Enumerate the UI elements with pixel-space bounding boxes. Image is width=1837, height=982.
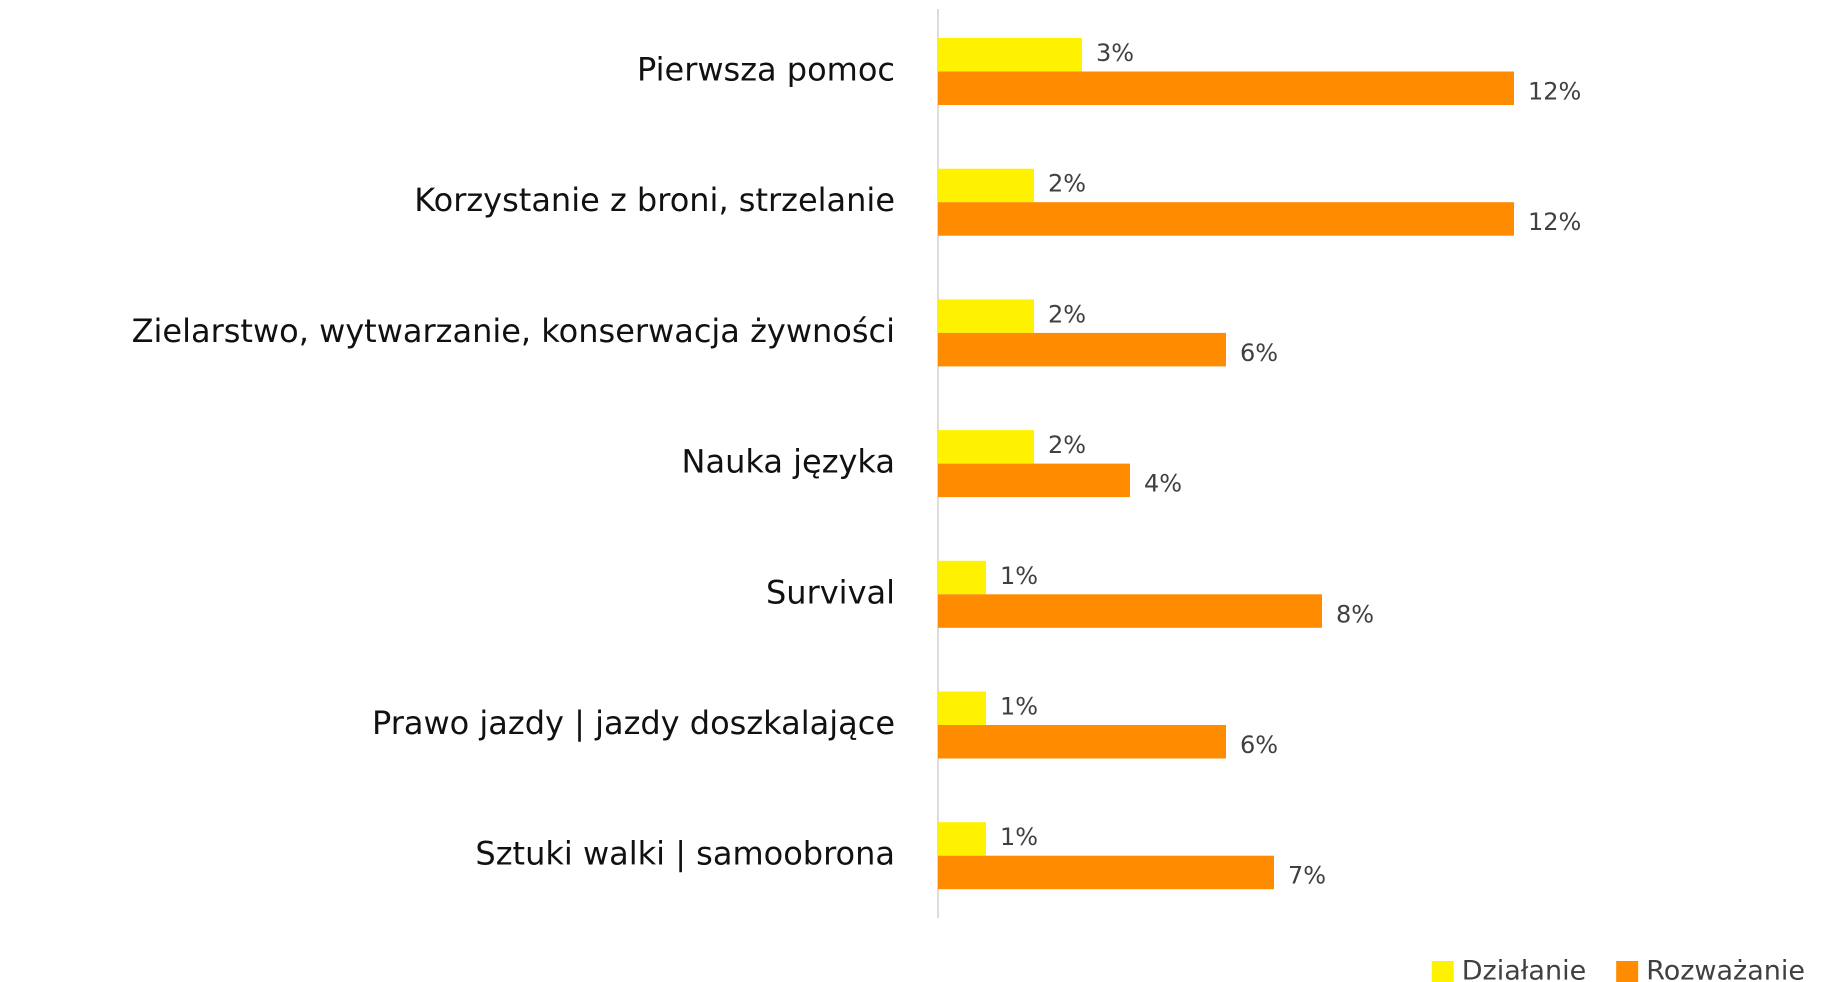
value-label: 12% bbox=[1528, 208, 1581, 236]
category-label: Pierwsza pomoc bbox=[637, 51, 895, 89]
value-label: 1% bbox=[1000, 823, 1038, 851]
bar bbox=[938, 594, 1322, 628]
value-label: 1% bbox=[1000, 562, 1038, 590]
bar bbox=[938, 855, 1274, 890]
category-label: Korzystanie z broni, strzelanie bbox=[414, 181, 895, 219]
value-label: 6% bbox=[1240, 731, 1278, 759]
value-label: 6% bbox=[1240, 339, 1278, 367]
legend-swatch bbox=[1431, 961, 1454, 982]
bar bbox=[938, 560, 986, 595]
legend-label: Działanie bbox=[1462, 956, 1586, 982]
bar bbox=[938, 822, 986, 856]
bar bbox=[938, 299, 1034, 333]
value-label: 2% bbox=[1048, 431, 1086, 459]
value-label: 2% bbox=[1048, 300, 1086, 328]
bar bbox=[938, 691, 986, 725]
legend-swatch bbox=[1616, 961, 1639, 982]
bar bbox=[938, 430, 1034, 464]
bar bbox=[938, 725, 1226, 759]
legend-label: Rozważanie bbox=[1646, 956, 1805, 982]
value-label: 7% bbox=[1288, 862, 1326, 890]
bar bbox=[938, 202, 1514, 236]
bar bbox=[938, 168, 1034, 203]
bar bbox=[938, 332, 1226, 367]
bar bbox=[938, 71, 1514, 105]
value-label: 12% bbox=[1528, 78, 1581, 106]
value-label: 4% bbox=[1144, 470, 1182, 498]
category-label: Prawo jazdy | jazdy doszkalające bbox=[372, 704, 895, 742]
value-label: 2% bbox=[1048, 170, 1086, 198]
bar bbox=[938, 38, 1082, 72]
category-label: Sztuki walki | samoobrona bbox=[475, 835, 895, 873]
value-label: 3% bbox=[1096, 39, 1134, 67]
value-label: 1% bbox=[1000, 693, 1038, 721]
value-label: 8% bbox=[1336, 600, 1374, 628]
category-label: Nauka języka bbox=[682, 443, 895, 481]
category-label: Survival bbox=[766, 573, 895, 611]
category-label: Zielarstwo, wytwarzanie, konserwacja żyw… bbox=[132, 312, 895, 350]
bar bbox=[938, 463, 1130, 498]
